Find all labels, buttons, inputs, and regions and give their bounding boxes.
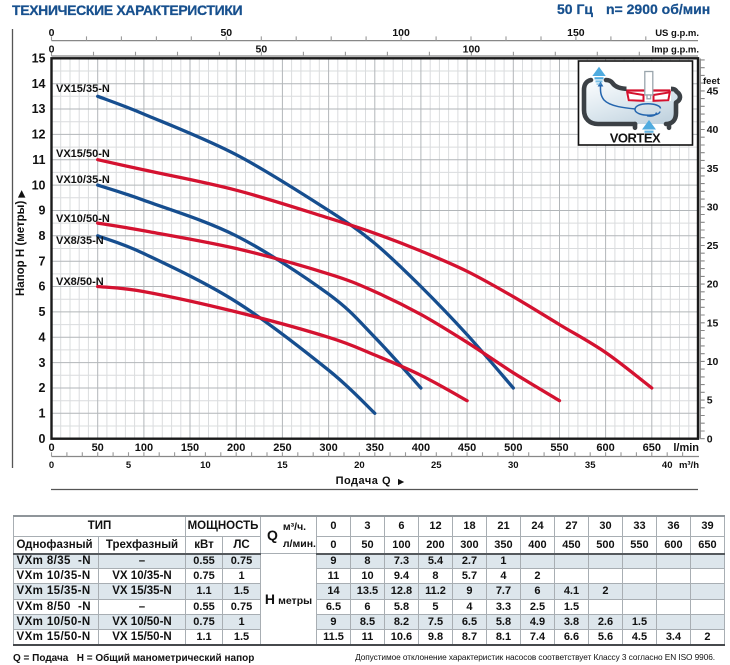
svg-text:Подача Q ▶: Подача Q ▶: [336, 475, 406, 487]
svg-text:50: 50: [256, 44, 268, 56]
svg-text:8: 8: [39, 229, 46, 243]
svg-text:50: 50: [220, 27, 232, 39]
svg-text:10: 10: [200, 460, 211, 471]
svg-text:250: 250: [273, 442, 291, 454]
svg-text:150: 150: [181, 442, 199, 454]
svg-text:25: 25: [707, 240, 719, 252]
svg-text:15: 15: [707, 317, 719, 329]
svg-text:VX15/50-N: VX15/50-N: [56, 148, 110, 160]
svg-text:20: 20: [354, 460, 365, 471]
svg-text:0: 0: [49, 44, 55, 56]
svg-text:350: 350: [366, 442, 384, 454]
svg-text:0: 0: [49, 27, 55, 39]
svg-text:5: 5: [126, 460, 132, 471]
svg-text:200: 200: [227, 442, 245, 454]
svg-text:l/min: l/min: [673, 442, 699, 454]
svg-text:10: 10: [707, 356, 719, 368]
svg-text:15: 15: [32, 52, 46, 66]
svg-text:650: 650: [643, 442, 661, 454]
svg-text:5: 5: [707, 395, 713, 407]
svg-text:0: 0: [48, 442, 54, 454]
svg-text:100: 100: [135, 442, 153, 454]
svg-text:m³/h: m³/h: [679, 460, 699, 471]
svg-text:1: 1: [39, 407, 46, 421]
svg-text:300: 300: [319, 442, 337, 454]
svg-text:7: 7: [39, 254, 46, 268]
svg-text:2: 2: [39, 381, 46, 395]
svg-text:5: 5: [39, 305, 46, 319]
svg-text:50: 50: [92, 442, 104, 454]
svg-text:9: 9: [39, 204, 46, 218]
svg-text:feet: feet: [703, 76, 721, 87]
svg-text:14: 14: [32, 77, 46, 91]
svg-text:30: 30: [707, 201, 719, 213]
svg-text:150: 150: [567, 27, 585, 39]
svg-text:100: 100: [392, 27, 410, 39]
svg-text:11: 11: [32, 153, 45, 167]
svg-text:15: 15: [277, 460, 288, 471]
svg-text:VX10/35-N: VX10/35-N: [56, 174, 110, 186]
svg-text:0: 0: [49, 460, 54, 471]
svg-text:30: 30: [508, 460, 519, 471]
svg-text:Imp g.p.m.: Imp g.p.m.: [652, 45, 700, 56]
svg-text:35: 35: [707, 163, 719, 175]
svg-text:6: 6: [39, 280, 46, 294]
svg-text:0: 0: [39, 432, 46, 446]
svg-text:40: 40: [662, 460, 673, 471]
svg-text:25: 25: [431, 460, 442, 471]
svg-text:40: 40: [707, 124, 719, 136]
svg-text:13: 13: [32, 102, 46, 116]
svg-text:4: 4: [39, 331, 46, 345]
svg-text:35: 35: [585, 460, 596, 471]
svg-text:VX15/35-N: VX15/35-N: [56, 83, 110, 95]
svg-text:3: 3: [39, 356, 46, 370]
svg-text:10: 10: [32, 178, 46, 192]
svg-text:Напор H (метры) ▶: Напор H (метры) ▶: [15, 190, 27, 296]
svg-text:45: 45: [707, 86, 719, 98]
svg-text:US g.p.m.: US g.p.m.: [655, 28, 699, 39]
svg-text:20: 20: [707, 279, 719, 291]
svg-text:VORTEX: VORTEX: [610, 131, 661, 146]
svg-text:12: 12: [32, 128, 46, 142]
svg-text:450: 450: [458, 442, 476, 454]
svg-text:500: 500: [504, 442, 522, 454]
svg-text:100: 100: [463, 44, 481, 56]
svg-text:VX8/50-N: VX8/50-N: [56, 276, 104, 288]
svg-text:VX10/50-N: VX10/50-N: [56, 213, 110, 225]
svg-text:400: 400: [412, 442, 430, 454]
svg-text:0: 0: [707, 433, 713, 445]
svg-text:600: 600: [596, 442, 614, 454]
svg-text:VX8/35-N: VX8/35-N: [56, 235, 104, 247]
svg-text:550: 550: [550, 442, 568, 454]
